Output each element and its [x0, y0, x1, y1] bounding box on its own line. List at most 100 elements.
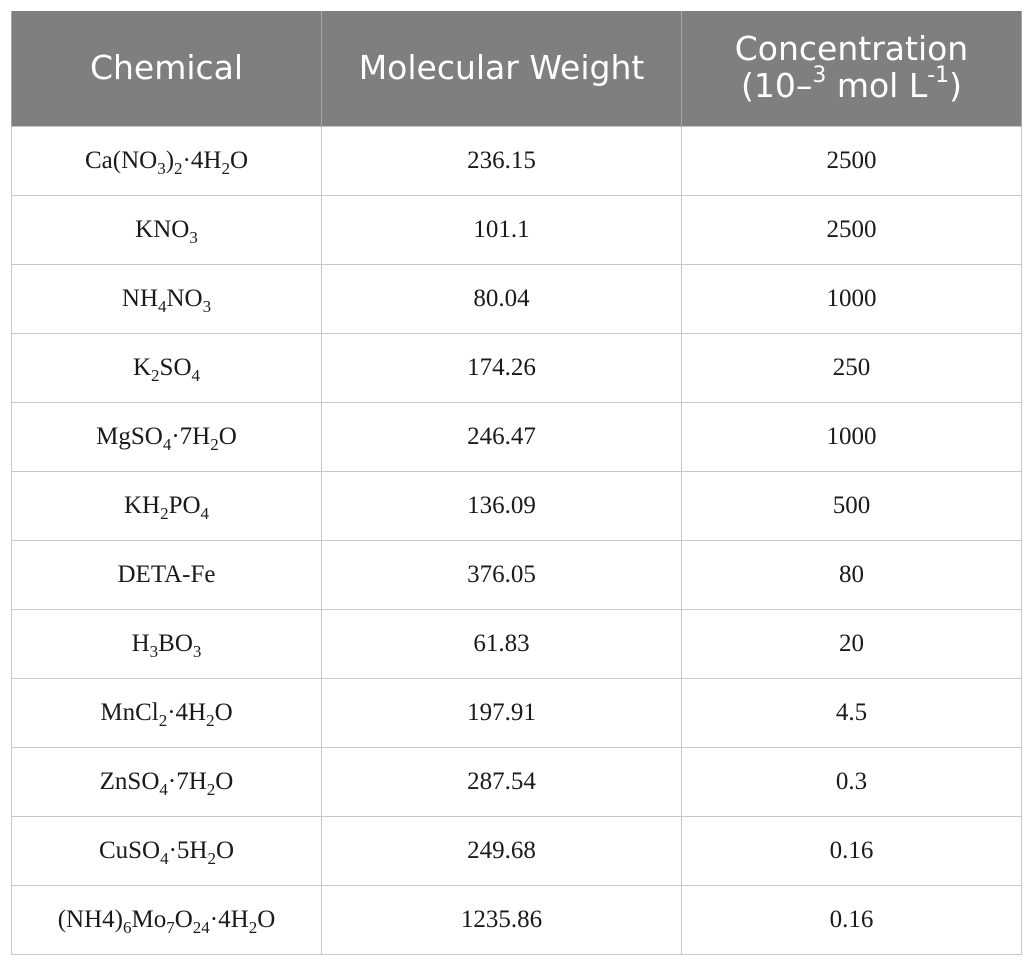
formula-subscript: 3: [192, 641, 202, 661]
formula-text: ): [165, 146, 175, 174]
table-row: DETA-Fe 376.05 80: [11, 539, 1022, 610]
formula-subscript: 24: [192, 917, 210, 937]
formula-subscript: 2: [151, 365, 160, 385]
cell-concentration: 0.16: [681, 815, 1022, 886]
formula-subscript: 4: [200, 503, 210, 523]
formula-subscript: 2: [210, 434, 219, 454]
formula-subscript: 4: [160, 848, 169, 868]
formula-text: O: [174, 905, 193, 933]
formula-subscript: 3: [149, 641, 159, 661]
formula-subscript: 4: [162, 434, 172, 454]
formula-text: MnCl: [100, 698, 159, 726]
formula-subscript: 2: [248, 917, 258, 937]
formula-subscript: 3: [157, 158, 166, 178]
table-body: Ca(NO3)2·4H2O 236.15 2500 KNO3 101.1 2500 NH4N…: [11, 125, 1022, 955]
header-chemical: Chemical: [11, 11, 322, 126]
formula-text: KH: [123, 491, 161, 519]
unit-prefix: (10–: [740, 66, 813, 106]
cell-concentration: 1000: [681, 263, 1022, 334]
formula-text: ·7H: [171, 422, 211, 450]
formula-subscript: 2: [207, 848, 216, 868]
formula-subscript: 4: [191, 365, 201, 385]
table-row: MnCl2·4H2O 197.91 4.5: [11, 677, 1022, 748]
formula-text: ·4H: [209, 905, 249, 933]
formula-subscript: 2: [160, 503, 169, 523]
table-row: CuSO4·5H2O 249.68 0.16: [11, 815, 1022, 886]
unit-exponent-2: -1: [927, 63, 950, 89]
formula-text: O: [215, 767, 234, 795]
formula-subscript: 6: [123, 917, 132, 937]
cell-chemical: Ca(NO3)2·4H2O: [11, 125, 322, 196]
table-row: NH4NO3 80.04 1000: [11, 263, 1022, 334]
formula-text: CuSO: [98, 836, 161, 864]
table-row: Ca(NO3)2·4H2O 236.15 2500: [11, 125, 1022, 196]
unit-suffix: ): [949, 66, 963, 106]
cell-molecular-weight: 174.26: [321, 332, 682, 403]
formula-text: KNO: [135, 215, 190, 243]
table-row: ZnSO4·7H2O 287.54 0.3: [11, 746, 1022, 817]
header-concentration-label: Concentration: [734, 29, 969, 69]
cell-molecular-weight: 376.05: [321, 539, 682, 610]
formula-text: Ca(NO: [85, 146, 158, 174]
formula-text: DETA-Fe: [117, 560, 216, 588]
cell-molecular-weight: 61.83: [321, 608, 682, 679]
cell-chemical: MnCl2·4H2O: [11, 677, 322, 748]
cell-concentration: 20: [681, 608, 1022, 679]
unit-mid: mol L: [826, 66, 928, 106]
formula-text: O: [218, 422, 237, 450]
cell-molecular-weight: 249.68: [321, 815, 682, 886]
table-row: K2SO4 174.26 250: [11, 332, 1022, 403]
formula-subscript: 2: [174, 158, 183, 178]
formula-text: ·7H: [167, 767, 207, 795]
cell-molecular-weight: 136.09: [321, 470, 682, 541]
cell-chemical: (NH4)6Mo7O24·4H2O: [11, 884, 322, 955]
cell-molecular-weight: 1235.86: [321, 884, 682, 955]
cell-chemical: K2SO4: [11, 332, 322, 403]
formula-text: H: [131, 629, 150, 657]
header-concentration-unit: (10–3 mol L-1): [740, 63, 963, 106]
formula-text: SO: [159, 353, 192, 381]
cell-concentration: 80: [681, 539, 1022, 610]
cell-concentration: 500: [681, 470, 1022, 541]
header-concentration: Concentration (10–3 mol L-1): [681, 11, 1022, 126]
formula-text: ZnSO: [99, 767, 160, 795]
cell-chemical: KH2PO4: [11, 470, 322, 541]
formula-text: (NH4): [57, 905, 123, 933]
formula-text: O: [215, 836, 235, 864]
cell-chemical: MgSO4·7H2O: [11, 401, 322, 472]
formula-text: MgSO: [96, 422, 163, 450]
header-row: Chemical Molecular Weight Concentration …: [11, 11, 1022, 126]
table-row: H3BO3 61.83 20: [11, 608, 1022, 679]
cell-concentration: 4.5: [681, 677, 1022, 748]
cell-molecular-weight: 80.04: [321, 263, 682, 334]
cell-concentration: 0.3: [681, 746, 1022, 817]
formula-subscript: 7: [166, 917, 175, 937]
formula-text: ·4H: [167, 698, 207, 726]
formula-subscript: 2: [158, 710, 168, 730]
cell-molecular-weight: 246.47: [321, 401, 682, 472]
cell-molecular-weight: 287.54: [321, 746, 682, 817]
cell-molecular-weight: 101.1: [321, 194, 682, 265]
chemical-table: Chemical Molecular Weight Concentration …: [11, 11, 1022, 955]
cell-concentration: 1000: [681, 401, 1022, 472]
cell-concentration: 0.16: [681, 884, 1022, 955]
formula-text: O: [214, 698, 233, 726]
cell-chemical: NH4NO3: [11, 263, 322, 334]
table-row: MgSO4·7H2O 246.47 1000: [11, 401, 1022, 472]
table-row: KNO3 101.1 2500: [11, 194, 1022, 265]
chemical-table-container: Chemical Molecular Weight Concentration …: [11, 11, 1022, 955]
formula-text: BO: [158, 629, 193, 657]
formula-subscript: 2: [221, 158, 230, 178]
formula-text: O: [229, 146, 248, 174]
formula-subscript: 2: [206, 779, 216, 799]
formula-subscript: 3: [202, 296, 212, 316]
formula-text: K: [132, 353, 152, 381]
header-molecular-weight: Molecular Weight: [321, 11, 682, 126]
cell-molecular-weight: 236.15: [321, 125, 682, 196]
formula-text: PO: [168, 491, 201, 519]
cell-concentration: 2500: [681, 194, 1022, 265]
formula-text: ·5H: [168, 836, 208, 864]
formula-text: O: [257, 905, 276, 933]
cell-chemical: H3BO3: [11, 608, 322, 679]
cell-chemical: ZnSO4·7H2O: [11, 746, 322, 817]
